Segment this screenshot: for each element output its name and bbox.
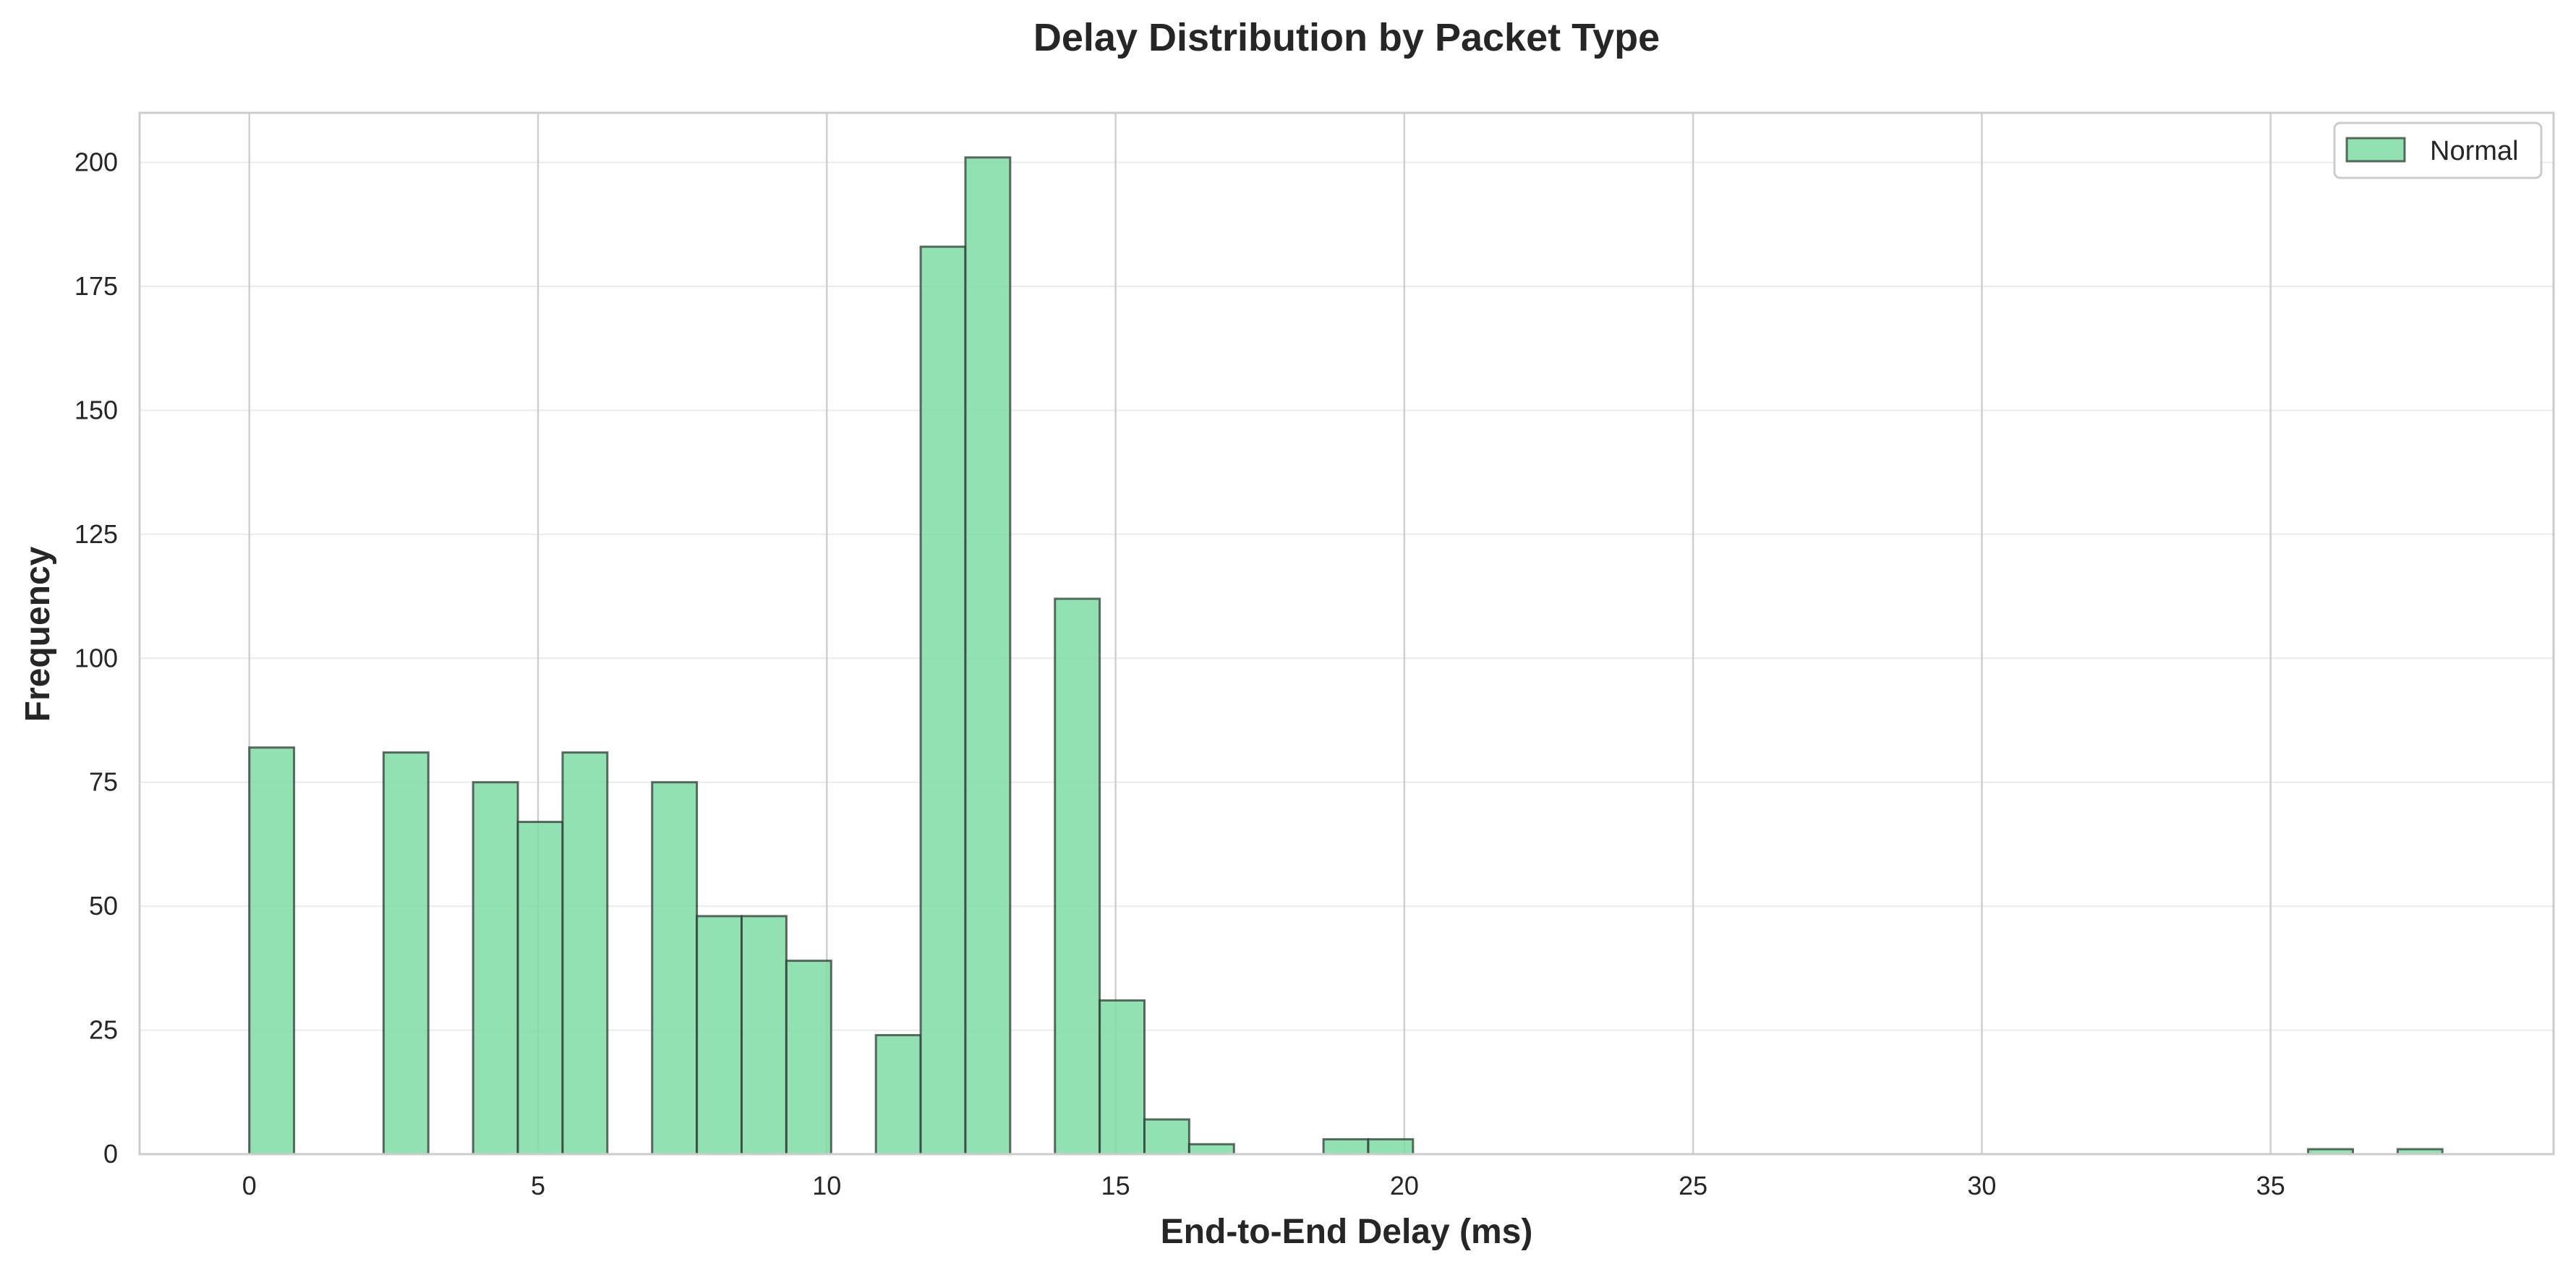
histogram-bar xyxy=(964,156,1012,1156)
y-tick-label: 175 xyxy=(74,271,118,301)
x-tick-label: 35 xyxy=(2256,1171,2285,1200)
legend-frame xyxy=(2333,121,2543,179)
histogram-bar xyxy=(1054,597,1101,1156)
y-tick-label: 50 xyxy=(89,891,118,921)
y-axis-title: Frequency xyxy=(19,546,57,722)
x-tick-label: 5 xyxy=(531,1171,545,1200)
histogram-bar xyxy=(561,751,609,1156)
histogram-bar xyxy=(696,915,743,1156)
histogram-bars xyxy=(248,156,2444,1156)
legend-label-normal: Normal xyxy=(2430,136,2518,166)
x-tick-labels: 0 5 10 15 20 25 30 35 xyxy=(242,1171,2285,1200)
histogram-bar xyxy=(1143,1118,1190,1156)
y-tick-label: 75 xyxy=(89,767,118,797)
legend[interactable]: Normal xyxy=(2333,121,2543,179)
y-tick-label: 200 xyxy=(74,148,118,177)
histogram-bar xyxy=(472,781,519,1156)
histogram-bar xyxy=(248,746,296,1156)
x-axis-title: End-to-End Delay (ms) xyxy=(1161,1213,1533,1251)
y-tick-label: 100 xyxy=(74,643,118,673)
y-tick-label: 25 xyxy=(89,1015,118,1045)
x-tick-label: 20 xyxy=(1390,1171,1419,1200)
histogram-bar xyxy=(1187,1143,1235,1156)
x-tick-label: 30 xyxy=(1967,1171,1996,1200)
y-tick-label: 150 xyxy=(74,395,118,424)
histogram-bar xyxy=(1322,1137,1370,1156)
histogram-bar xyxy=(874,1033,922,1156)
histogram-bar xyxy=(785,960,832,1156)
x-tick-label: 10 xyxy=(812,1171,841,1200)
histogram-bar xyxy=(919,245,967,1156)
histogram-bar xyxy=(651,781,699,1156)
histogram-bar xyxy=(1367,1137,1415,1156)
x-tick-label: 25 xyxy=(1679,1171,1707,1200)
chart-title: Delay Distribution by Packet Type xyxy=(1033,16,1660,59)
y-tick-label: 0 xyxy=(103,1139,118,1169)
plot-frame xyxy=(138,111,2555,1156)
histogram-bar xyxy=(741,915,788,1156)
histogram-bar xyxy=(382,751,430,1156)
histogram-bar xyxy=(516,821,564,1156)
x-tick-label: 0 xyxy=(242,1171,257,1200)
y-tick-label: 125 xyxy=(74,519,118,549)
histogram-bar xyxy=(1099,999,1146,1156)
x-tick-label: 15 xyxy=(1101,1171,1130,1200)
legend-swatch-normal xyxy=(2345,137,2406,163)
y-tick-labels: 0 25 50 75 100 125 150 175 200 xyxy=(74,148,118,1169)
